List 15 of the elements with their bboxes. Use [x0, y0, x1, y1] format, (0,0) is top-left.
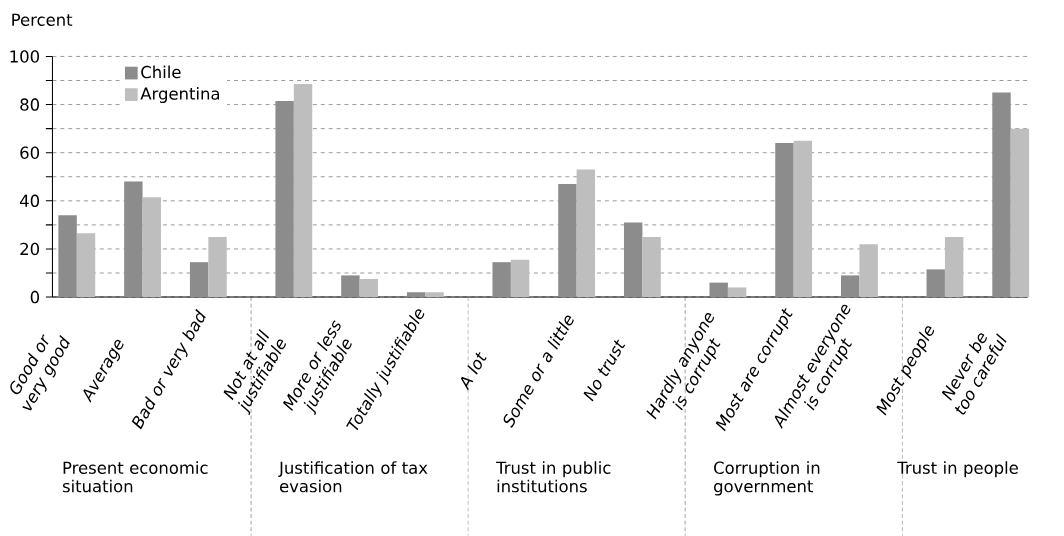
text: Present economic situation	[62, 461, 208, 493]
text: Corruption in government	[714, 461, 820, 496]
y-tick-label: 60	[20, 146, 40, 160]
y-axis-title: Percent	[12, 13, 73, 27]
text: Justification of tax evasion	[278, 461, 428, 493]
y-tick-label: 100	[10, 50, 40, 63]
y-tick-label: 0	[30, 290, 40, 304]
legend-label: Chile	[141, 65, 181, 79]
text: Trust in people	[897, 461, 1018, 478]
y-tick-label: 80	[20, 98, 40, 111]
legend-label: Argentina	[140, 87, 220, 104]
text: Trust in public institutions	[496, 461, 611, 493]
x-tick-label: A lot	[460, 352, 487, 391]
y-tick-label: 40	[20, 194, 40, 208]
y-tick-label: 20	[20, 242, 40, 256]
